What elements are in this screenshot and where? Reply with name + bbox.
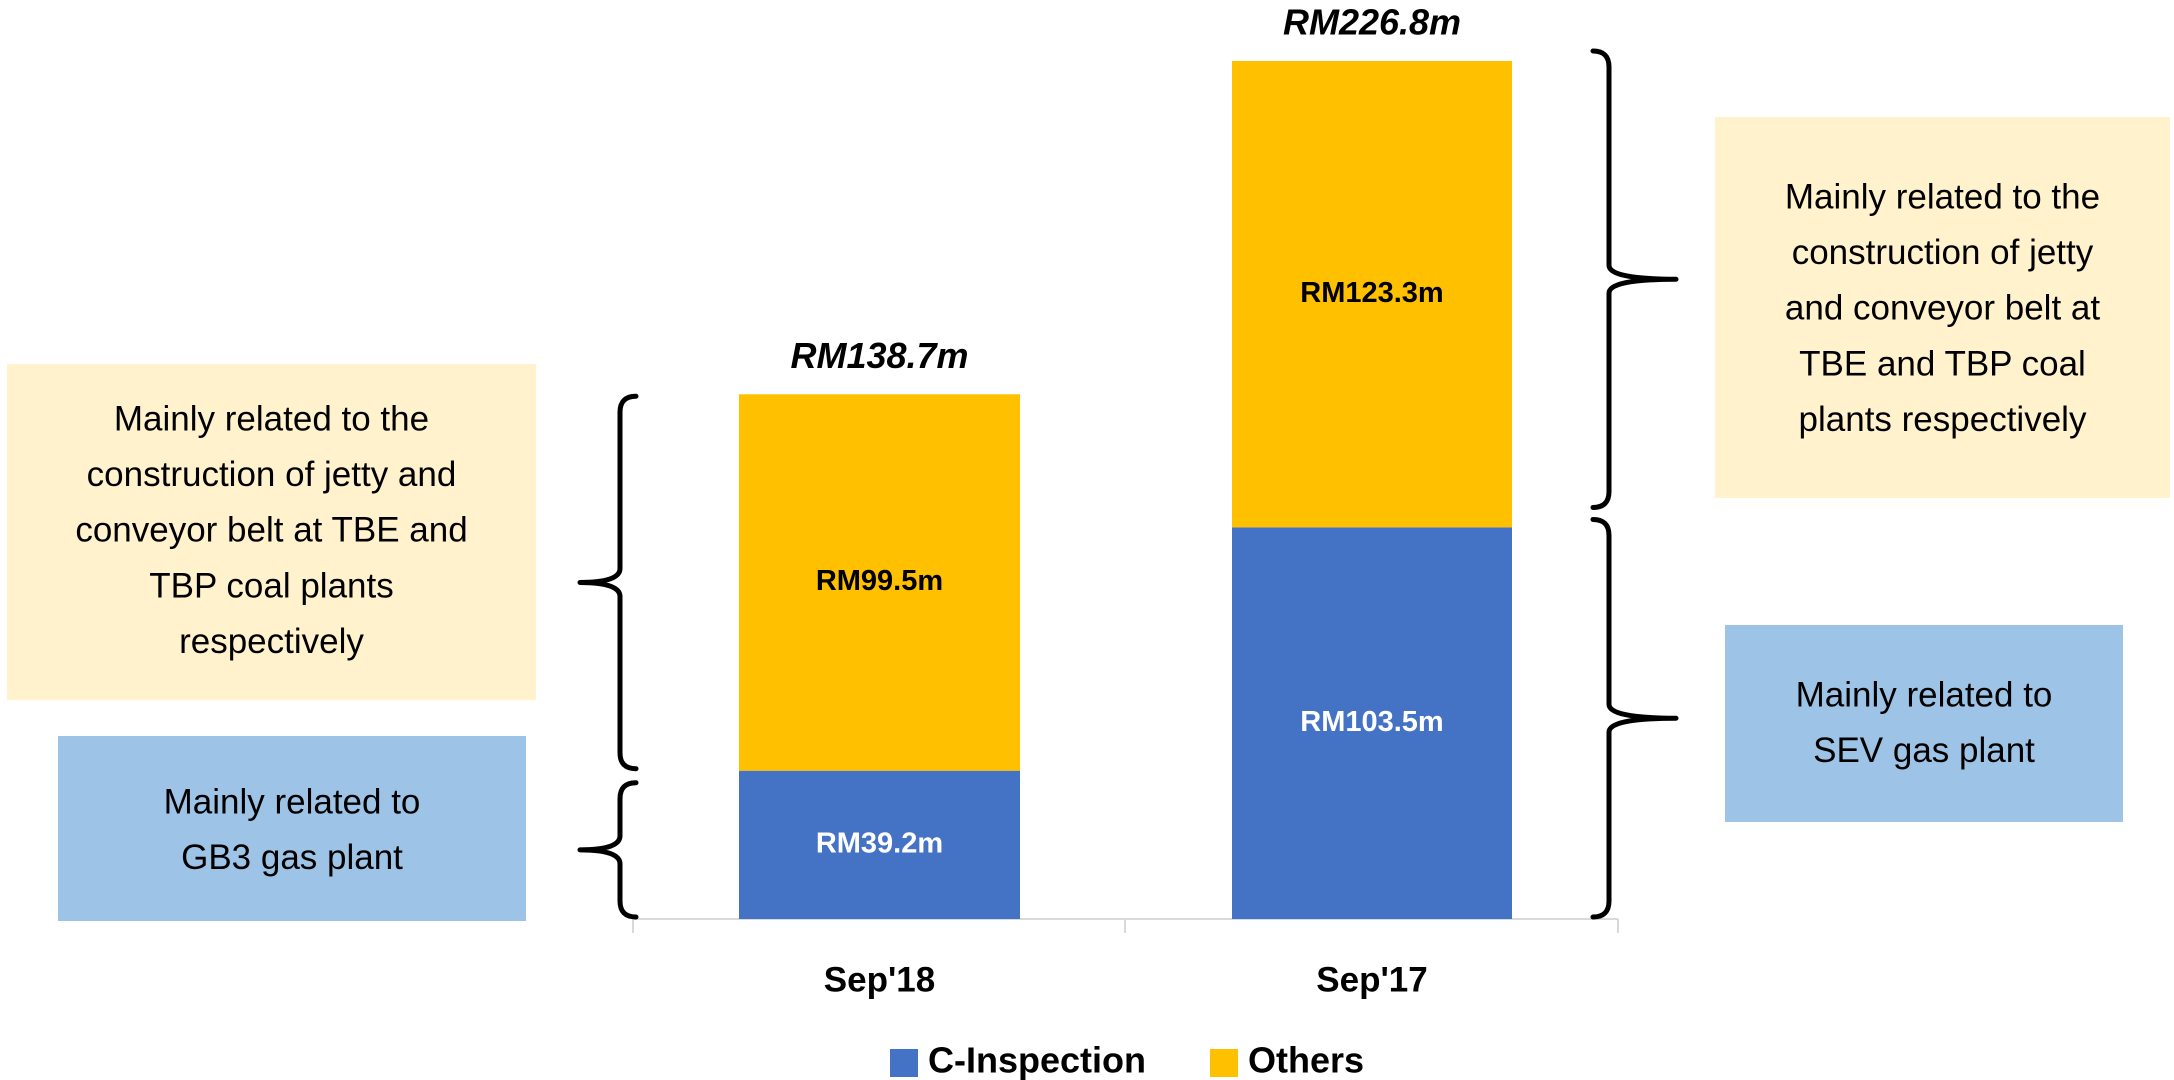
value-label: RM103.5m (1300, 706, 1443, 738)
x-tick-label: Sep'17 (1316, 960, 1427, 999)
annotation-text: SEV gas plant (1813, 731, 2035, 770)
annotation-text: plants respectively (1799, 400, 2087, 439)
bar-segment (739, 394, 1020, 771)
legend-label: C-Inspection (928, 1040, 1146, 1080)
bar-segment (1232, 61, 1512, 528)
annotation-text: conveyor belt at TBE and (75, 511, 467, 550)
annotation-text: respectively (179, 622, 364, 661)
annotation-box (58, 736, 526, 921)
brace (1590, 48, 1679, 510)
annotation-text: construction of jetty and (87, 455, 457, 494)
legend-swatch (890, 1049, 918, 1077)
annotation-text: TBE and TBP coal (1799, 344, 2086, 383)
annotation-text: TBP coal plants (149, 566, 394, 605)
total-label: RM138.7m (790, 335, 968, 376)
legend-swatch (1210, 1049, 1238, 1077)
annotation-text: Mainly related to the (114, 399, 429, 438)
bar-segment (1232, 527, 1512, 919)
annotation-box (7, 364, 536, 700)
brace (577, 780, 639, 920)
brace (1590, 516, 1679, 920)
annotation-box (1725, 625, 2123, 822)
value-label: RM99.5m (816, 565, 943, 597)
annotation-text: Mainly related to (164, 782, 421, 821)
value-label: RM123.3m (1300, 277, 1443, 309)
total-label: RM226.8m (1283, 2, 1461, 43)
annotation-text: and conveyor belt at (1785, 289, 2100, 328)
annotation-text: Mainly related to (1796, 675, 2053, 714)
legend-label: Others (1248, 1040, 1364, 1080)
annotation-text: construction of jetty (1792, 233, 2094, 272)
annotation-text: Mainly related to the (1785, 177, 2100, 216)
bar-segment (739, 770, 1020, 919)
value-label: RM39.2m (816, 828, 943, 860)
annotation-box (1715, 117, 2170, 498)
annotation-text: GB3 gas plant (181, 838, 403, 877)
brace (577, 393, 639, 772)
x-tick-label: Sep'18 (824, 960, 935, 999)
